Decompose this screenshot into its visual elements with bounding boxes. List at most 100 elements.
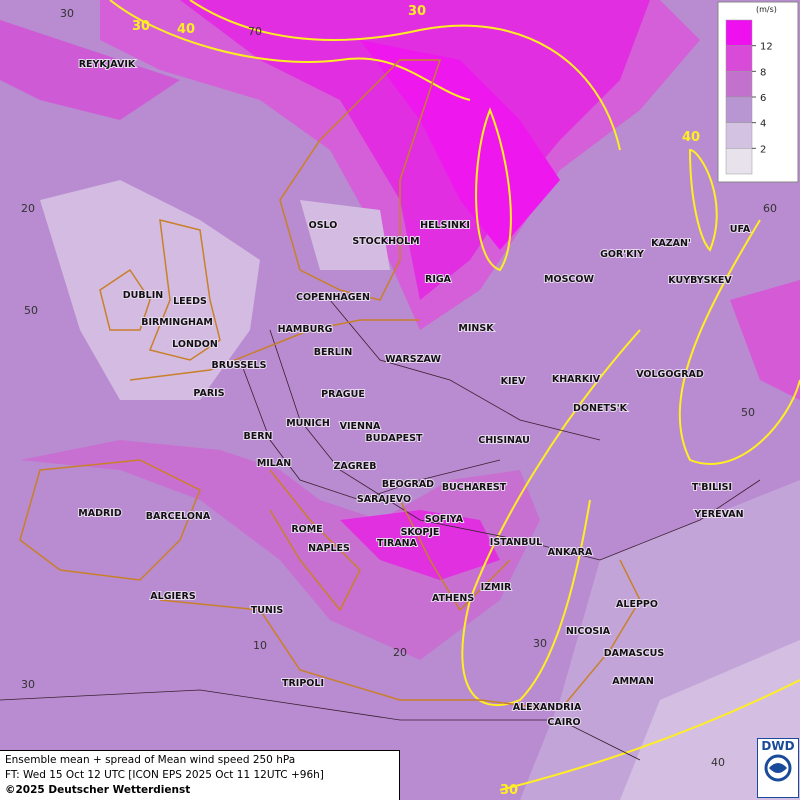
legend-label: 12 — [760, 42, 773, 53]
coastlines — [19, 59, 641, 711]
contours — [109, 0, 800, 791]
legend-swatch — [725, 45, 753, 72]
legend-swatch — [725, 122, 753, 149]
logo-text: DWD — [761, 739, 795, 753]
graticule-labels: 30 70 20 60 50 50 10 20 30 30 40 — [21, 7, 777, 769]
city-label: IZMIR — [481, 582, 512, 593]
legend-scale: 12 8 6 4 2 — [725, 19, 773, 175]
legend-swatch — [725, 148, 753, 175]
legend-label: 4 — [760, 119, 766, 130]
city-label: RIGA — [425, 274, 452, 285]
city-label: MILAN — [257, 458, 291, 469]
city-label: TRIPOLI — [282, 678, 324, 689]
graticule-label: 20 — [393, 646, 407, 659]
city-label: CAIRO — [547, 717, 580, 728]
city-label: SARAJEVO — [357, 494, 411, 505]
legend-swatch — [725, 19, 753, 46]
graticule-label: 50 — [24, 304, 38, 317]
graticule-label: 20 — [21, 202, 35, 215]
city-label: LONDON — [172, 339, 218, 350]
city-label: DUBLIN — [123, 290, 163, 301]
city-label: GOR'KIY — [600, 249, 644, 260]
city-label: UFA — [730, 224, 751, 235]
city-label: COPENHAGEN — [296, 292, 370, 303]
footer-line: Ensemble mean + spread of Mean wind spee… — [5, 754, 296, 766]
graticule-label: 10 — [253, 639, 267, 652]
city-label: MOSCOW — [544, 274, 594, 285]
contour-label: 30 — [132, 19, 150, 34]
city-label: OSLO — [309, 220, 338, 231]
city-label: DONETS'K — [573, 403, 628, 414]
graticule-label: 40 — [711, 756, 725, 769]
footer-line: ©2025 Deutscher Wetterdienst — [5, 784, 191, 796]
city-label: PRAGUE — [321, 389, 365, 400]
city-label: ALEPPO — [616, 599, 658, 610]
legend: (m/s) 12 8 6 4 2 — [717, 1, 799, 183]
legend-label: 6 — [760, 93, 766, 104]
city-label: HELSINKI — [420, 220, 470, 231]
graticule-label: 60 — [763, 202, 777, 215]
graticule-label: 30 — [533, 637, 547, 650]
city-label: ROME — [291, 524, 322, 535]
city-label: REYKJAVIK — [79, 59, 136, 70]
legend-swatch — [725, 96, 753, 123]
contour-label: 40 — [177, 22, 195, 37]
city-label: STOCKHOLM — [352, 236, 419, 247]
city-label: DAMASCUS — [604, 648, 665, 659]
city-label: ATHENS — [432, 593, 474, 604]
city-label: TIRANA — [377, 538, 418, 549]
graticule-label: 70 — [248, 25, 262, 38]
logo: DWD — [757, 738, 799, 798]
graticule-label: 50 — [741, 406, 755, 419]
city-label: YEREVAN — [693, 509, 743, 520]
city-label: MADRID — [78, 508, 122, 519]
city-label: SKOPJE — [401, 527, 440, 538]
city-label: T'BILISI — [692, 482, 732, 493]
graticule-label: 30 — [21, 678, 35, 691]
city-label: ANKARA — [548, 547, 593, 558]
legend-unit: (m/s) — [756, 5, 777, 14]
city-label: KUYBYSKEV — [668, 275, 732, 286]
city-label: ISTANBUL — [490, 537, 542, 548]
city-label: BUDAPEST — [366, 433, 423, 444]
city-label: VOLGOGRAD — [636, 369, 704, 380]
contour-label: 30 — [408, 4, 426, 19]
footer: Ensemble mean + spread of Mean wind spee… — [0, 750, 400, 800]
city-label: AMMAN — [612, 676, 654, 687]
borders — [0, 299, 761, 761]
city-label: NICOSIA — [566, 626, 611, 637]
city-label: BERLIN — [314, 347, 353, 358]
logo-icon — [764, 754, 792, 782]
city-label: BIRMINGHAM — [141, 317, 213, 328]
city-label: CHISINAU — [478, 435, 530, 446]
city-label: BERN — [244, 431, 273, 442]
city-label: KHARKIV — [552, 374, 601, 385]
city-label: BARCELONA — [146, 511, 211, 522]
city-label: ALGIERS — [150, 591, 196, 602]
legend-swatch — [725, 71, 753, 98]
city-label: BEOGRAD — [382, 479, 434, 490]
city-label: KIEV — [501, 376, 526, 387]
city-label: ZAGREB — [333, 461, 376, 472]
city-label: BRUSSELS — [212, 360, 267, 371]
city-label: NAPLES — [308, 543, 350, 554]
city-label: PARIS — [193, 388, 224, 399]
city-label: MINSK — [458, 323, 494, 334]
legend-label: 8 — [760, 67, 766, 78]
city-label: TUNIS — [251, 605, 284, 616]
city-label: VIENNA — [340, 421, 381, 432]
city-label: HAMBURG — [278, 324, 333, 335]
footer-line: FT: Wed 15 Oct 12 UTC [ICON EPS 2025 Oct… — [5, 769, 324, 781]
city-label: WARSZAW — [385, 354, 441, 365]
city-label: BUCHAREST — [442, 482, 507, 493]
contour-labels: 30 40 30 40 30 — [132, 4, 700, 798]
legend-label: 2 — [760, 144, 766, 155]
city-label: SOFIYA — [425, 514, 464, 525]
contour-label: 30 — [500, 783, 518, 798]
graticule-label: 30 — [60, 7, 74, 20]
city-label: MUNICH — [286, 418, 330, 429]
